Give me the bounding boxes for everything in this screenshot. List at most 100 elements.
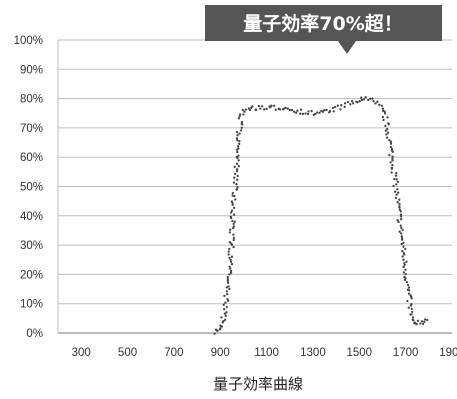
data-point — [392, 184, 395, 188]
data-point — [406, 283, 410, 287]
data-point — [386, 116, 389, 119]
data-point — [284, 106, 287, 110]
data-point — [383, 110, 386, 113]
data-point — [228, 247, 231, 251]
data-point — [384, 129, 388, 132]
data-point — [235, 131, 239, 134]
data-point — [402, 245, 405, 248]
data-point — [403, 253, 406, 256]
data-point — [233, 194, 236, 198]
data-point — [407, 306, 410, 309]
data-point — [236, 186, 239, 189]
data-point — [226, 279, 229, 283]
data-point — [360, 96, 363, 99]
data-point — [396, 201, 399, 204]
data-point — [237, 147, 240, 150]
data-point — [219, 324, 222, 327]
data-point — [410, 297, 413, 300]
data-point — [304, 112, 307, 115]
data-point — [398, 203, 401, 206]
data-point — [390, 171, 393, 174]
data-point — [230, 262, 234, 266]
data-point — [411, 310, 414, 314]
data-point — [270, 104, 273, 107]
data-point — [229, 269, 233, 273]
data-point — [332, 110, 335, 113]
data-point — [235, 188, 238, 191]
data-point — [240, 126, 243, 129]
data-point — [405, 280, 409, 284]
x-tick-label: 1100 — [254, 347, 279, 359]
data-point — [362, 98, 366, 101]
data-point — [225, 311, 228, 314]
x-tick-label: 900 — [211, 347, 230, 359]
data-point — [248, 108, 252, 112]
data-point — [223, 312, 226, 315]
data-point — [409, 304, 413, 307]
data-point — [255, 108, 258, 111]
y-tick-label: 30% — [20, 240, 43, 252]
data-point — [236, 178, 239, 181]
data-point — [331, 106, 335, 110]
data-point — [401, 250, 404, 253]
data-point — [318, 111, 321, 114]
x-tick-label: 1900 — [439, 347, 457, 359]
data-point — [401, 255, 404, 258]
data-point — [396, 180, 399, 183]
x-tick-label: 500 — [118, 347, 137, 359]
data-point — [423, 318, 427, 321]
data-point — [226, 298, 229, 301]
data-point — [389, 161, 392, 164]
data-point — [225, 286, 229, 289]
x-tick-label: 700 — [164, 347, 183, 359]
y-tick-label: 50% — [20, 182, 43, 194]
data-point — [367, 98, 370, 102]
data-point — [384, 124, 387, 128]
data-point — [393, 190, 397, 193]
data-point — [269, 106, 272, 109]
data-point — [235, 155, 239, 159]
data-point — [223, 318, 227, 322]
y-tick-label: 20% — [20, 269, 43, 281]
data-point — [410, 307, 413, 311]
data-point — [226, 277, 229, 281]
x-tick-label: 1700 — [393, 347, 419, 359]
data-point — [399, 215, 403, 218]
data-point — [400, 238, 404, 241]
data-point — [236, 145, 240, 148]
data-point — [411, 316, 415, 319]
data-point — [323, 109, 326, 112]
data-point — [405, 260, 408, 263]
data-point — [401, 228, 404, 232]
data-point — [232, 206, 236, 210]
y-tick-label: 10% — [20, 299, 43, 311]
data-point — [383, 112, 387, 115]
data-point — [339, 108, 342, 111]
data-point — [239, 113, 242, 116]
data-point — [398, 208, 401, 211]
data-point — [265, 107, 268, 110]
x-tick-label: 1300 — [300, 347, 326, 359]
data-point — [237, 154, 240, 157]
data-point — [228, 231, 231, 234]
data-point — [278, 108, 282, 111]
data-point — [238, 115, 241, 118]
data-point — [389, 140, 393, 143]
x-axis-label: 量子効率曲線 — [213, 375, 303, 393]
data-point — [227, 250, 230, 253]
data-point — [390, 167, 394, 170]
data-point — [386, 131, 390, 134]
data-point — [233, 165, 236, 169]
data-point — [423, 320, 426, 324]
data-point — [233, 176, 236, 179]
data-point — [310, 109, 313, 113]
data-point — [407, 292, 411, 295]
data-point — [404, 247, 407, 251]
data-point — [232, 213, 236, 216]
y-tick-label: 80% — [20, 94, 43, 106]
data-point — [389, 145, 393, 149]
data-point — [230, 255, 234, 258]
data-point — [400, 232, 403, 235]
data-point — [426, 318, 429, 322]
data-point — [228, 241, 231, 244]
